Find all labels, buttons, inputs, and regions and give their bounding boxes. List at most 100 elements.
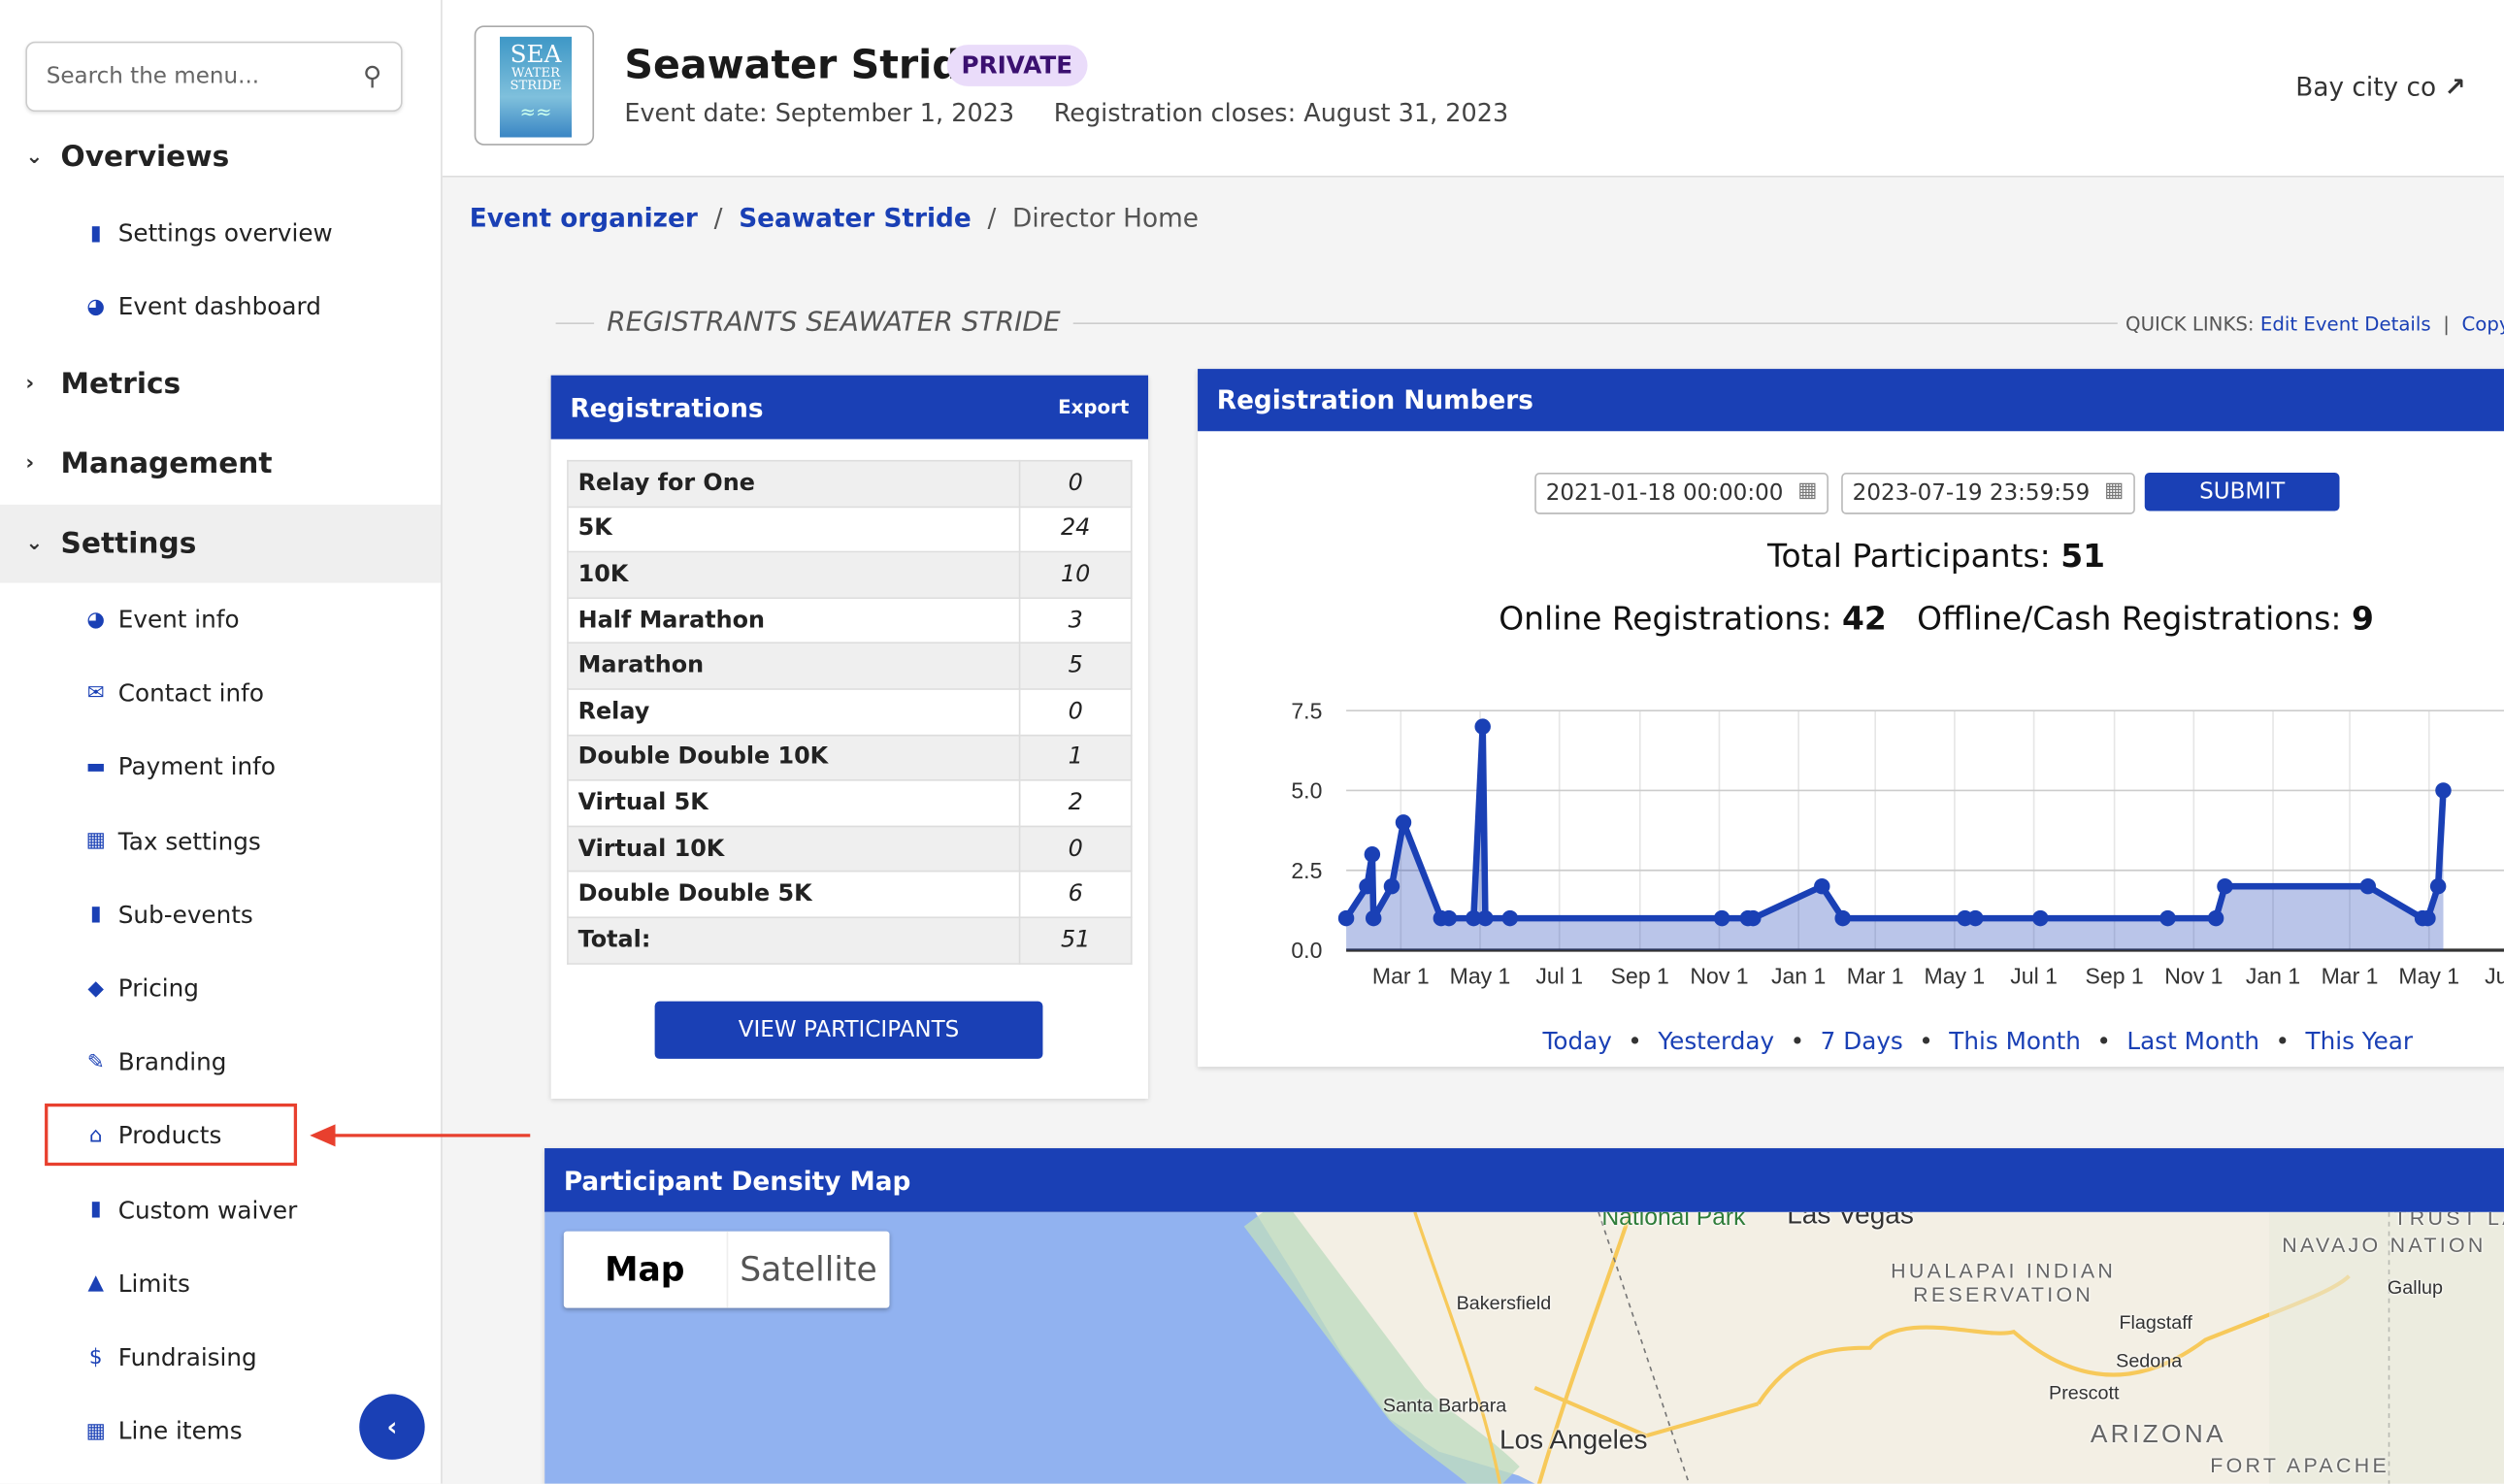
file-icon: ▮ — [89, 1198, 102, 1222]
breadcrumb-event-organizer[interactable]: Event organizer — [469, 202, 698, 234]
table-row: 10K 10 — [567, 550, 1133, 599]
data-point — [1364, 846, 1381, 863]
end-date-input[interactable]: 2023-07-19 23:59:59 ▦ — [1841, 473, 2135, 514]
data-point — [2420, 909, 2436, 927]
breadcrumb-event[interactable]: Seawater Stride — [739, 202, 972, 234]
data-point — [1466, 909, 1482, 927]
quick-links: QUICK LINKS: Edit Event Details | Copy — [2117, 313, 2504, 336]
sidebar-item-pricing[interactable]: ◆ Pricing — [83, 971, 198, 1006]
event-name: Virtual 10K — [567, 825, 1021, 873]
event-count: 6 — [1018, 871, 1133, 918]
x-tick-label: Mar 1 — [1847, 964, 1904, 989]
range-link-this-year[interactable]: This Year — [2305, 1026, 2414, 1056]
data-point — [2359, 877, 2377, 895]
collapse-sidebar-button[interactable]: ‹ — [359, 1394, 425, 1460]
panel-header: Registrations Export — [550, 375, 1149, 440]
table-row: 5K 24 — [567, 505, 1133, 553]
section-label: Settings — [60, 526, 197, 561]
event-header: SEA WATER STRIDE ≈≈ Seawater Stride PRIVATE… — [442, 0, 2504, 178]
sidebar-item-tax-settings[interactable]: ▦ Tax settings — [83, 823, 261, 858]
total-label: Total Participants: — [1767, 536, 2051, 576]
sidebar-item-event-info[interactable]: ◕ Event info — [83, 602, 239, 637]
event-name: Half Marathon — [567, 597, 1021, 644]
calculator-icon: ▦ — [85, 829, 106, 853]
event-count: 24 — [1018, 505, 1133, 553]
sidebar-item-branding[interactable]: ✎ Branding — [83, 1044, 227, 1079]
x-tick-label: May 1 — [2398, 964, 2459, 989]
map-label: NAVAJO NATION — [2282, 1233, 2487, 1257]
range-link-yesterday[interactable]: Yesterday — [1658, 1026, 1775, 1056]
sidebar-item-fundraising[interactable]: $ Fundraising — [83, 1339, 257, 1374]
x-tick-label: Mar 1 — [1372, 964, 1430, 989]
section-overviews[interactable]: ⌄ Overviews — [25, 141, 229, 175]
range-link-this-month[interactable]: This Month — [1949, 1026, 2081, 1056]
data-point — [1967, 909, 1984, 927]
sidebar-item-products[interactable]: ⌂ Products — [83, 1118, 221, 1153]
data-point — [2159, 909, 2176, 927]
divider — [555, 322, 2122, 325]
item-label: Payment info — [117, 752, 276, 782]
calendar-icon[interactable]: ▦ — [1797, 478, 1818, 504]
annotation-arrow-icon — [310, 1124, 531, 1147]
end-date-value: 2023-07-19 23:59:59 — [1852, 480, 2091, 507]
edit-event-details-link[interactable]: Edit Event Details — [2259, 313, 2431, 336]
chevron-down-icon: ⌄ — [25, 531, 44, 556]
panel-title: Registration Numbers — [1216, 384, 1533, 415]
separator: • — [1919, 1026, 1933, 1056]
section-management[interactable]: › Management — [25, 447, 272, 481]
sidebar-item-sub-events[interactable]: ▮ Sub-events — [83, 897, 253, 932]
sidebar-item-line-items[interactable]: ▦ Line items — [83, 1413, 243, 1448]
sidebar-item-contact-info[interactable]: ✉ Contact info — [83, 676, 264, 710]
sidebar: Search the menu... ⚲ ⌄ Overviews ▮ Settings… — [0, 0, 443, 1484]
quick-links-label: QUICK LINKS: — [2125, 313, 2255, 336]
submit-button[interactable]: SUBMIT — [2144, 473, 2340, 511]
y-tick-label: 0.0 — [1291, 938, 1322, 963]
satellite-tab[interactable]: Satellite — [740, 1250, 877, 1289]
data-point — [1440, 909, 1458, 927]
map-canvas[interactable]: National Park Las Vegas NAVAJO NATION HU… — [544, 1211, 2504, 1484]
event-name: 10K — [567, 550, 1021, 599]
event-logo: SEA WATER STRIDE ≈≈ — [474, 25, 595, 146]
sidebar-item-limits[interactable]: ▲ Limits — [83, 1266, 189, 1301]
sidebar-item-payment-info[interactable]: ▬ Payment info — [83, 749, 276, 784]
x-tick-label: May 1 — [1450, 964, 1511, 989]
sidebar-item-event-dashboard[interactable]: ◕ Event dashboard — [83, 289, 321, 324]
x-tick-label: Jul 1 — [2010, 964, 2058, 989]
data-point — [1477, 909, 1494, 927]
highlight-box — [45, 1103, 298, 1167]
event-count: 3 — [1018, 597, 1133, 644]
section-label: Overviews — [60, 140, 230, 175]
search-input[interactable]: Search the menu... ⚲ — [25, 41, 403, 113]
table-row: Relay for One 0 — [567, 459, 1133, 508]
range-link-last-month[interactable]: Last Month — [2126, 1026, 2260, 1056]
sidebar-item-settings-overview[interactable]: ▮ Settings overview — [83, 215, 333, 250]
start-date-value: 2021-01-18 00:00:00 — [1545, 480, 1784, 507]
section-metrics[interactable]: › Metrics — [25, 367, 181, 401]
logo-image: SEA WATER STRIDE ≈≈ — [500, 36, 573, 138]
sidebar-item-custom-waiver[interactable]: ▮ Custom waiver — [83, 1192, 298, 1227]
section-settings[interactable]: ⌄ Settings — [25, 527, 196, 561]
registration-closes: Registration closes: August 31, 2023 — [1053, 99, 1509, 128]
start-date-input[interactable]: 2021-01-18 00:00:00 ▦ — [1534, 473, 1829, 514]
dollar-icon: $ — [88, 1345, 103, 1369]
search-placeholder: Search the menu... — [46, 63, 260, 90]
map-label: Bakersfield — [1456, 1292, 1552, 1315]
map-tab[interactable]: Map — [564, 1231, 728, 1308]
event-date: Event date: September 1, 2023 — [624, 99, 1015, 128]
range-link-today[interactable]: Today — [1542, 1026, 1612, 1056]
copy-link[interactable]: Copy — [2461, 313, 2504, 336]
data-point — [1383, 877, 1400, 895]
event-name: 5K — [567, 505, 1021, 553]
item-label: Settings overview — [117, 218, 333, 248]
map-label: Los Angeles — [1499, 1424, 1648, 1455]
range-link-7-days[interactable]: 7 Days — [1820, 1026, 1903, 1056]
view-participants-button[interactable]: VIEW PARTICIPANTS — [654, 1001, 1043, 1059]
data-point — [2217, 877, 2233, 895]
table-row: Double Double 5K 6 — [567, 871, 1133, 918]
export-link[interactable]: Export — [1058, 396, 1130, 419]
org-link[interactable]: Bay city co ↗ — [2295, 72, 2465, 102]
separator: • — [1628, 1026, 1642, 1056]
calendar-icon[interactable]: ▦ — [2104, 478, 2125, 504]
event-name: Double Double 10K — [567, 734, 1021, 781]
